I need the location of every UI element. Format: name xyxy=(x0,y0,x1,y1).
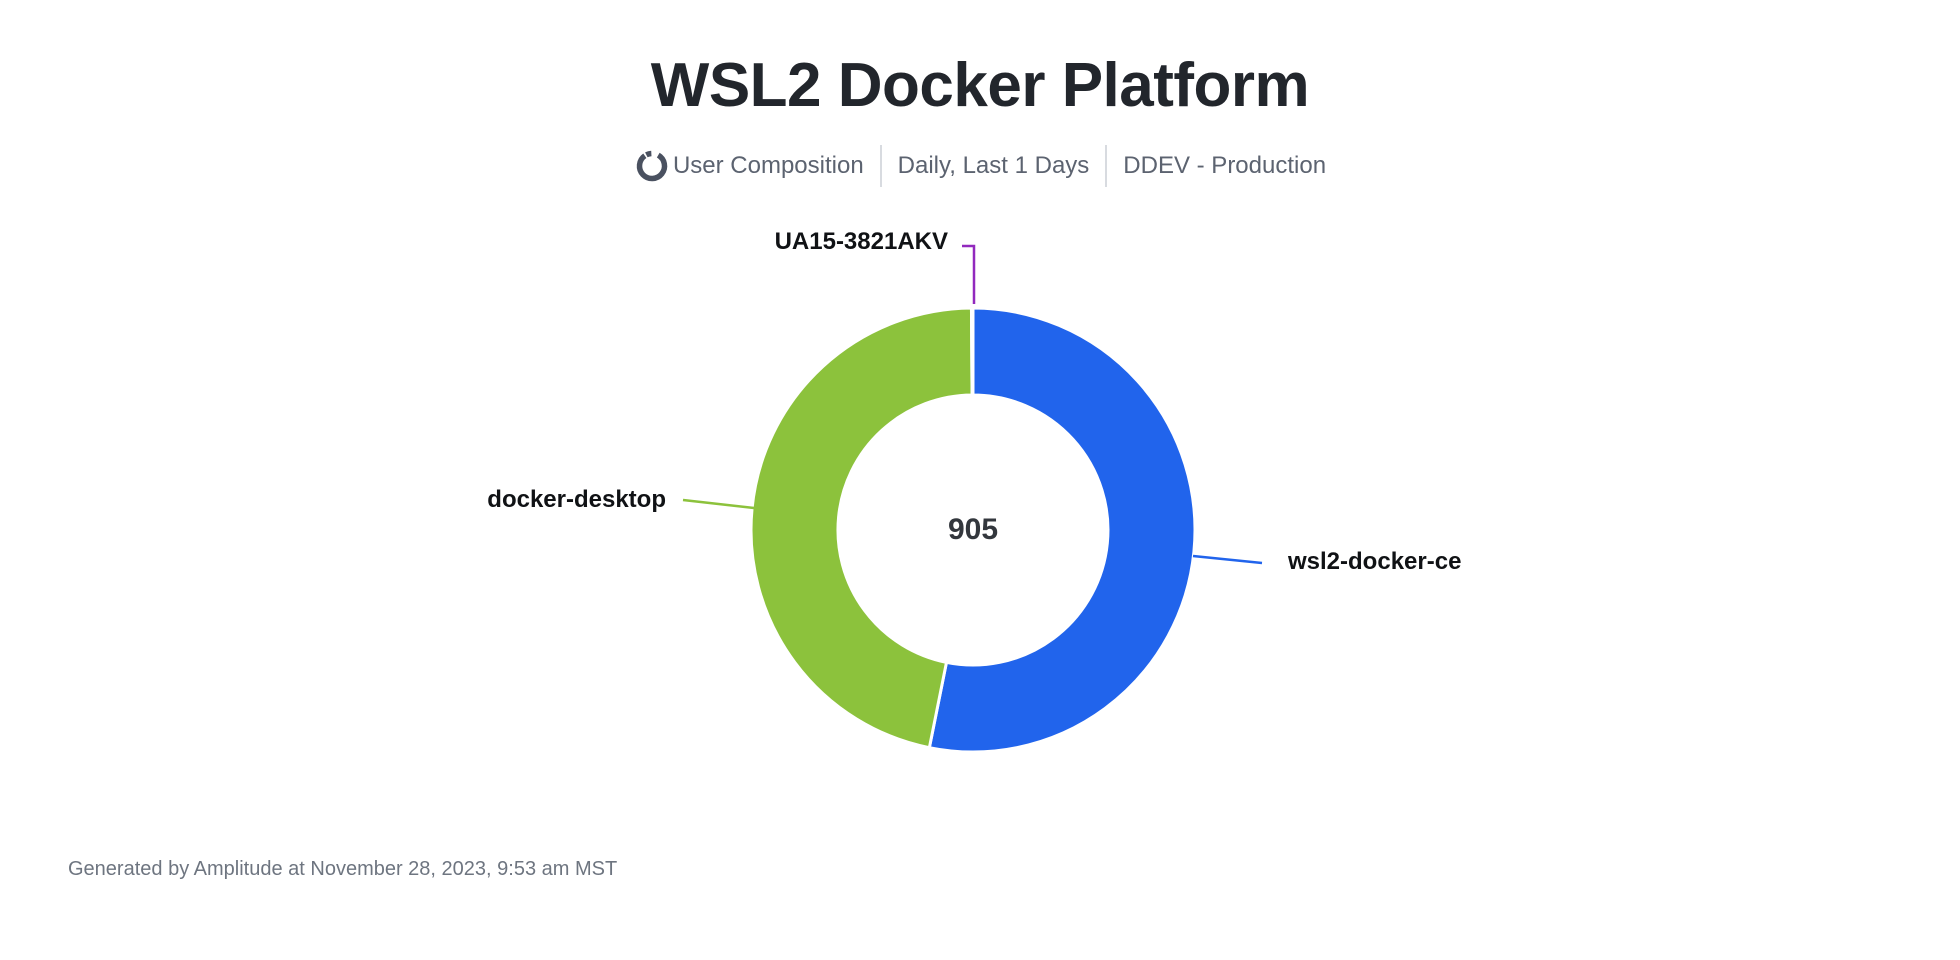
donut-slice-wsl2-docker-ce[interactable] xyxy=(927,306,1197,754)
metric-type-label: User Composition xyxy=(672,152,864,180)
slice-label-ua15-3821akv: UA15-3821AKV xyxy=(774,228,948,255)
chart-title: WSL2 Docker Platform xyxy=(650,51,1310,120)
slice-label-docker-desktop: docker-desktop xyxy=(487,486,666,513)
date-range-label: Daily, Last 1 Days xyxy=(897,152,1090,180)
chart-subtitle: User Composition Daily, Last 1 Days DDEV… xyxy=(0,145,1960,188)
generated-by-footer: Generated by Amplitude at November 28, 2… xyxy=(68,858,618,880)
donut-slice-UA15-3821AKV[interactable] xyxy=(969,306,975,397)
donut-slice-docker-desktop[interactable] xyxy=(749,306,974,750)
donut-center-total: 905 xyxy=(947,513,999,546)
donut-chart-icon xyxy=(634,148,670,184)
subtitle-divider xyxy=(1105,145,1108,188)
project-label: DDEV - Production xyxy=(1123,152,1327,180)
slice-label-wsl2-docker-ce: wsl2-docker-ce xyxy=(1288,548,1462,575)
label-connector-ua15-3821akv xyxy=(962,244,976,304)
label-connector-wsl2-docker-ce xyxy=(1192,554,1263,565)
chart-header: WSL2 Docker Platform User Composition Da… xyxy=(0,50,1960,188)
subtitle-divider xyxy=(879,145,882,188)
label-connector-docker-desktop xyxy=(682,498,755,510)
metric-type: User Composition xyxy=(634,148,864,184)
